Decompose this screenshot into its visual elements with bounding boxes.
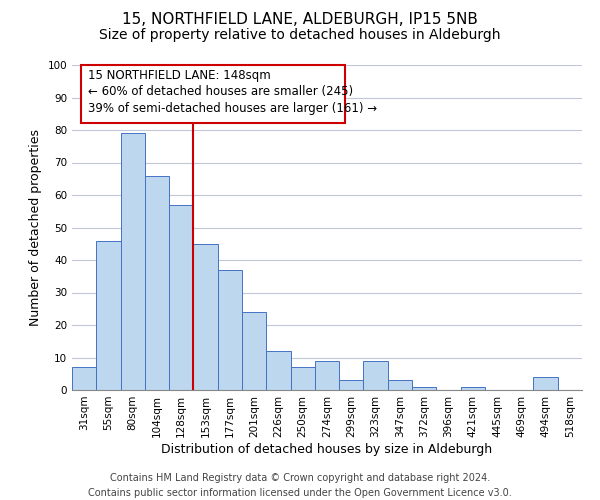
Bar	[72, 367, 96, 390]
Text: 39% of semi-detached houses are larger (161) →: 39% of semi-detached houses are larger (…	[88, 102, 377, 115]
Bar	[461, 387, 485, 390]
Bar	[193, 244, 218, 390]
Bar	[145, 176, 169, 390]
Bar	[533, 377, 558, 390]
Text: Size of property relative to detached houses in Aldeburgh: Size of property relative to detached ho…	[99, 28, 501, 42]
Bar	[218, 270, 242, 390]
Bar	[364, 361, 388, 390]
Bar	[121, 133, 145, 390]
X-axis label: Distribution of detached houses by size in Aldeburgh: Distribution of detached houses by size …	[161, 442, 493, 456]
Bar	[266, 351, 290, 390]
Bar	[315, 361, 339, 390]
Bar	[412, 387, 436, 390]
Bar	[388, 380, 412, 390]
Text: 15 NORTHFIELD LANE: 148sqm: 15 NORTHFIELD LANE: 148sqm	[88, 69, 271, 82]
Bar	[339, 380, 364, 390]
Y-axis label: Number of detached properties: Number of detached properties	[29, 129, 42, 326]
Bar	[169, 205, 193, 390]
Bar	[242, 312, 266, 390]
Bar	[290, 367, 315, 390]
Text: ← 60% of detached houses are smaller (245): ← 60% of detached houses are smaller (24…	[88, 86, 353, 98]
Bar	[96, 240, 121, 390]
Text: 15, NORTHFIELD LANE, ALDEBURGH, IP15 5NB: 15, NORTHFIELD LANE, ALDEBURGH, IP15 5NB	[122, 12, 478, 28]
Text: Contains HM Land Registry data © Crown copyright and database right 2024.
Contai: Contains HM Land Registry data © Crown c…	[88, 472, 512, 498]
